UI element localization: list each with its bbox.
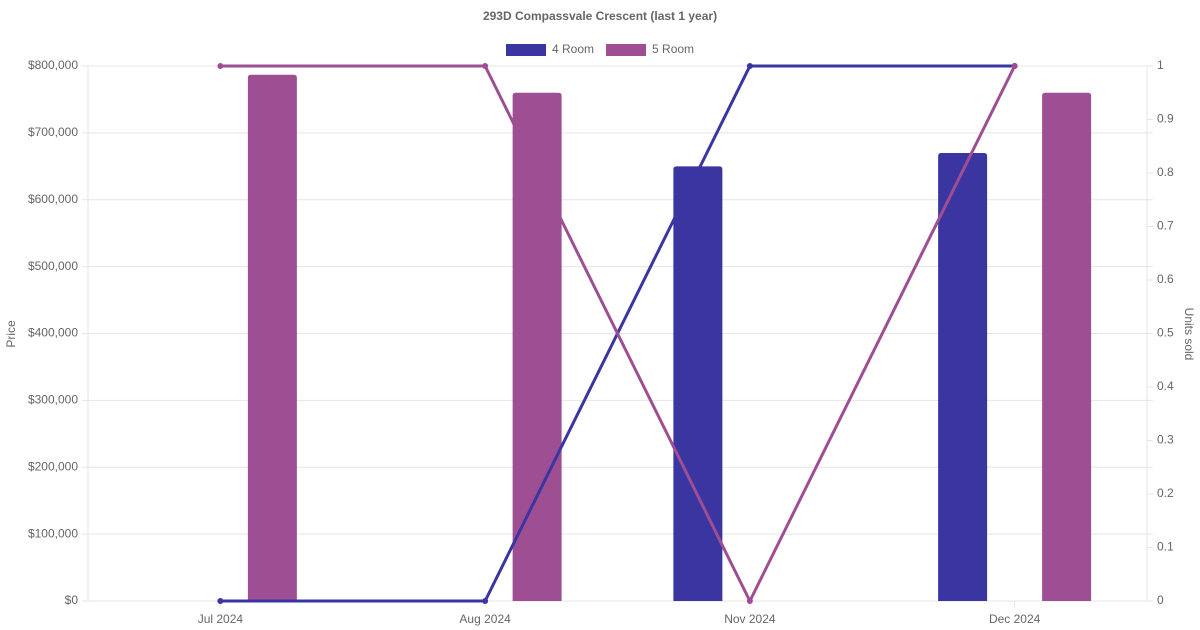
x-tick-label: Nov 2024 <box>724 612 776 626</box>
y2-tick-label: 0.6 <box>1157 272 1174 286</box>
y-tick-label: $500,000 <box>28 259 78 273</box>
units-point <box>482 63 489 69</box>
x-tick-label: Aug 2024 <box>459 612 511 626</box>
y2-tick-label: 0.8 <box>1157 165 1174 179</box>
bar <box>938 152 988 601</box>
y-tick-label: $800,000 <box>28 58 78 72</box>
y-axis-title: Price <box>4 320 18 348</box>
bar <box>673 166 723 601</box>
y-tick-label: $200,000 <box>28 459 78 473</box>
x-tick-label: Jul 2024 <box>198 612 244 626</box>
legend-label[interactable]: 5 Room <box>652 42 694 56</box>
y2-tick-label: 0.4 <box>1157 379 1174 393</box>
y2-tick-label: 1 <box>1157 58 1164 72</box>
units-point <box>1011 63 1018 69</box>
legend-swatch[interactable] <box>506 44 546 56</box>
y-tick-label: $300,000 <box>28 393 78 407</box>
y-tick-label: $400,000 <box>28 326 78 340</box>
legend-label[interactable]: 4 Room <box>552 42 594 56</box>
units-line <box>220 64 1016 605</box>
y-tick-label: $0 <box>65 593 79 607</box>
y-tick-label: $600,000 <box>28 192 78 206</box>
y2-tick-label: 0.7 <box>1157 219 1174 233</box>
y-tick-label: $700,000 <box>28 125 78 139</box>
y2-tick-label: 0.3 <box>1157 433 1174 447</box>
y2-tick-label: 0.2 <box>1157 486 1174 500</box>
units-point <box>217 598 224 604</box>
units-point <box>482 598 489 604</box>
y2-tick-label: 0.5 <box>1157 326 1174 340</box>
y-tick-label: $100,000 <box>28 526 78 540</box>
x-tick-label: Dec 2024 <box>989 612 1041 626</box>
y2-tick-label: 0 <box>1157 593 1164 607</box>
legend-swatch[interactable] <box>606 44 647 56</box>
y2-tick-label: 0.9 <box>1157 112 1174 126</box>
bar <box>247 74 297 602</box>
bar <box>1042 92 1092 601</box>
units-point <box>746 598 753 604</box>
chart-title: 293D Compassvale Crescent (last 1 year) <box>483 9 717 23</box>
y2-axis-title: Units sold <box>1182 308 1196 361</box>
units-point <box>217 63 224 69</box>
units-point <box>746 63 753 69</box>
y2-tick-label: 0.1 <box>1157 540 1174 554</box>
